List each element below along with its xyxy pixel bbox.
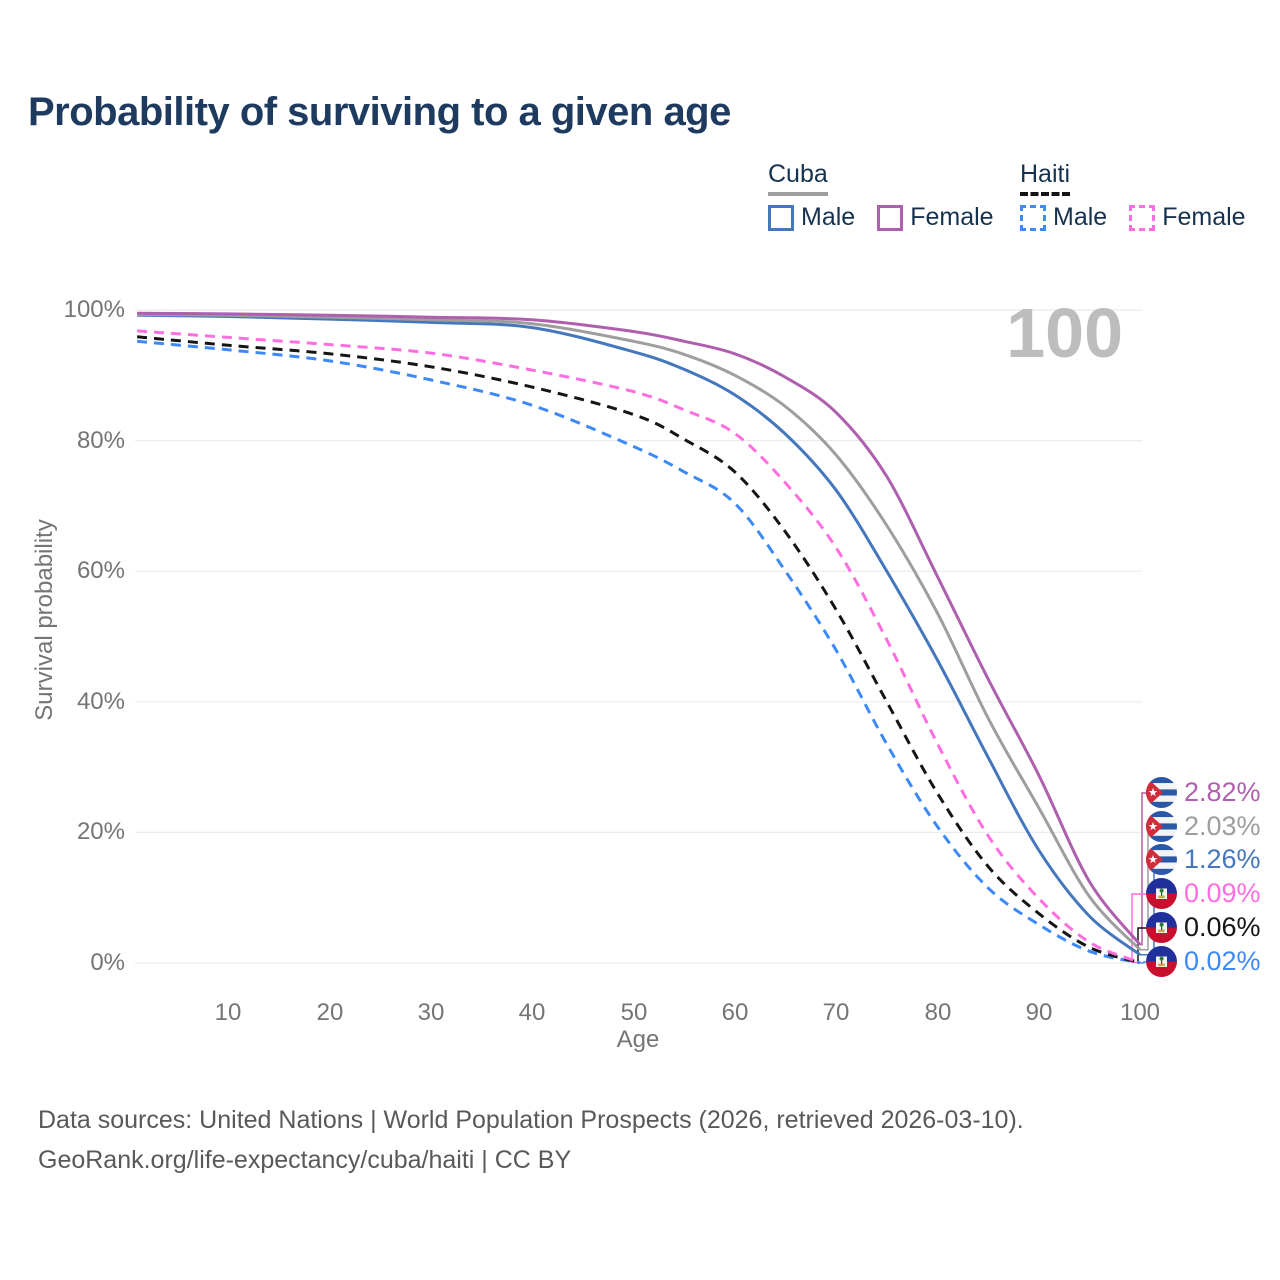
legend-label: Female	[910, 203, 994, 231]
y-tick-100: 100%	[63, 296, 125, 323]
x-tick-90: 90	[1025, 999, 1053, 1026]
end-label-haiti-female: 0.09%	[1146, 878, 1261, 909]
legend-item-cuba-male[interactable]: Male	[768, 203, 855, 232]
haiti-flag-icon	[1146, 878, 1177, 909]
end-label-haiti-male: 0.02%	[1146, 946, 1261, 977]
y-tick-40: 40%	[76, 688, 125, 715]
haiti-flag-icon	[1146, 946, 1177, 977]
label-connector-haiti_male	[1140, 961, 1147, 964]
x-tick-50: 50	[620, 999, 648, 1026]
haiti-male-swatch-icon	[1020, 204, 1046, 231]
x-tick-30: 30	[417, 999, 445, 1026]
series-line-haiti_male[interactable]	[136, 339, 1141, 965]
legend-country-haiti[interactable]: Haiti	[1020, 160, 1071, 196]
label-connector-haiti_female	[1131, 893, 1147, 964]
legend-group-haiti: Haiti Male Female	[1020, 160, 1246, 232]
legend-label: Male	[1053, 203, 1108, 231]
x-tick-60: 60	[721, 999, 749, 1026]
cuba-flag-icon	[1146, 811, 1177, 842]
series-line-cuba_total[interactable]	[137, 313, 1142, 951]
cuba-flag-icon	[1146, 844, 1177, 875]
attribution-text: GeoRank.org/life-expectancy/cuba/haiti |…	[38, 1146, 572, 1174]
end-value: 0.06%	[1184, 912, 1261, 942]
data-sources-text: Data sources: United Nations | World Pop…	[38, 1106, 1024, 1134]
label-connector-cuba_female	[1140, 792, 1147, 946]
end-label-cuba-total: 2.03%	[1146, 811, 1261, 842]
x-tick-80: 80	[924, 999, 952, 1026]
series-line-cuba_female[interactable]	[137, 311, 1142, 946]
legend-item-haiti-male[interactable]: Male	[1020, 203, 1107, 232]
x-tick-70: 70	[822, 999, 850, 1026]
series-line-haiti_total[interactable]	[136, 335, 1141, 965]
end-label-cuba-female: 2.82%	[1146, 777, 1261, 808]
end-value: 0.09%	[1184, 878, 1261, 908]
y-axis-title: Survival probability	[31, 519, 58, 721]
end-value: 1.26%	[1184, 844, 1261, 874]
end-value: 2.03%	[1184, 811, 1261, 841]
cuba-flag-icon	[1146, 777, 1177, 808]
cuba-female-swatch-icon	[877, 204, 904, 231]
y-tick-80: 80%	[76, 427, 125, 454]
legend-label: Female	[1162, 203, 1246, 231]
cuba-male-swatch-icon	[768, 204, 794, 231]
x-tick-10: 10	[214, 999, 242, 1026]
legend-item-cuba-female[interactable]: Female	[877, 203, 994, 232]
end-value: 0.02%	[1184, 946, 1261, 976]
x-tick-100: 100	[1119, 999, 1161, 1026]
hover-age-watermark: 100	[1006, 294, 1123, 372]
end-value: 2.82%	[1184, 777, 1261, 807]
x-tick-20: 20	[316, 999, 344, 1026]
haiti-female-swatch-icon	[1129, 204, 1156, 231]
end-label-cuba-male: 1.26%	[1146, 844, 1261, 875]
x-axis-title: Age	[616, 1026, 660, 1053]
y-tick-60: 60%	[76, 557, 125, 584]
chart-title: Probability of surviving to a given age	[28, 90, 731, 134]
end-label-haiti-total: 0.06%	[1146, 912, 1261, 943]
x-tick-40: 40	[518, 999, 546, 1026]
haiti-flag-icon	[1146, 912, 1177, 943]
legend-country-cuba[interactable]: Cuba	[768, 160, 828, 196]
legend-label: Male	[801, 203, 856, 231]
legend-item-haiti-female[interactable]: Female	[1129, 203, 1246, 232]
legend-group-cuba: Cuba Male Female	[768, 160, 994, 232]
series-line-cuba_male[interactable]	[137, 313, 1141, 956]
y-tick-20: 20%	[76, 818, 125, 845]
y-tick-0: 0%	[90, 949, 125, 976]
series-line-haiti_female[interactable]	[136, 329, 1141, 964]
